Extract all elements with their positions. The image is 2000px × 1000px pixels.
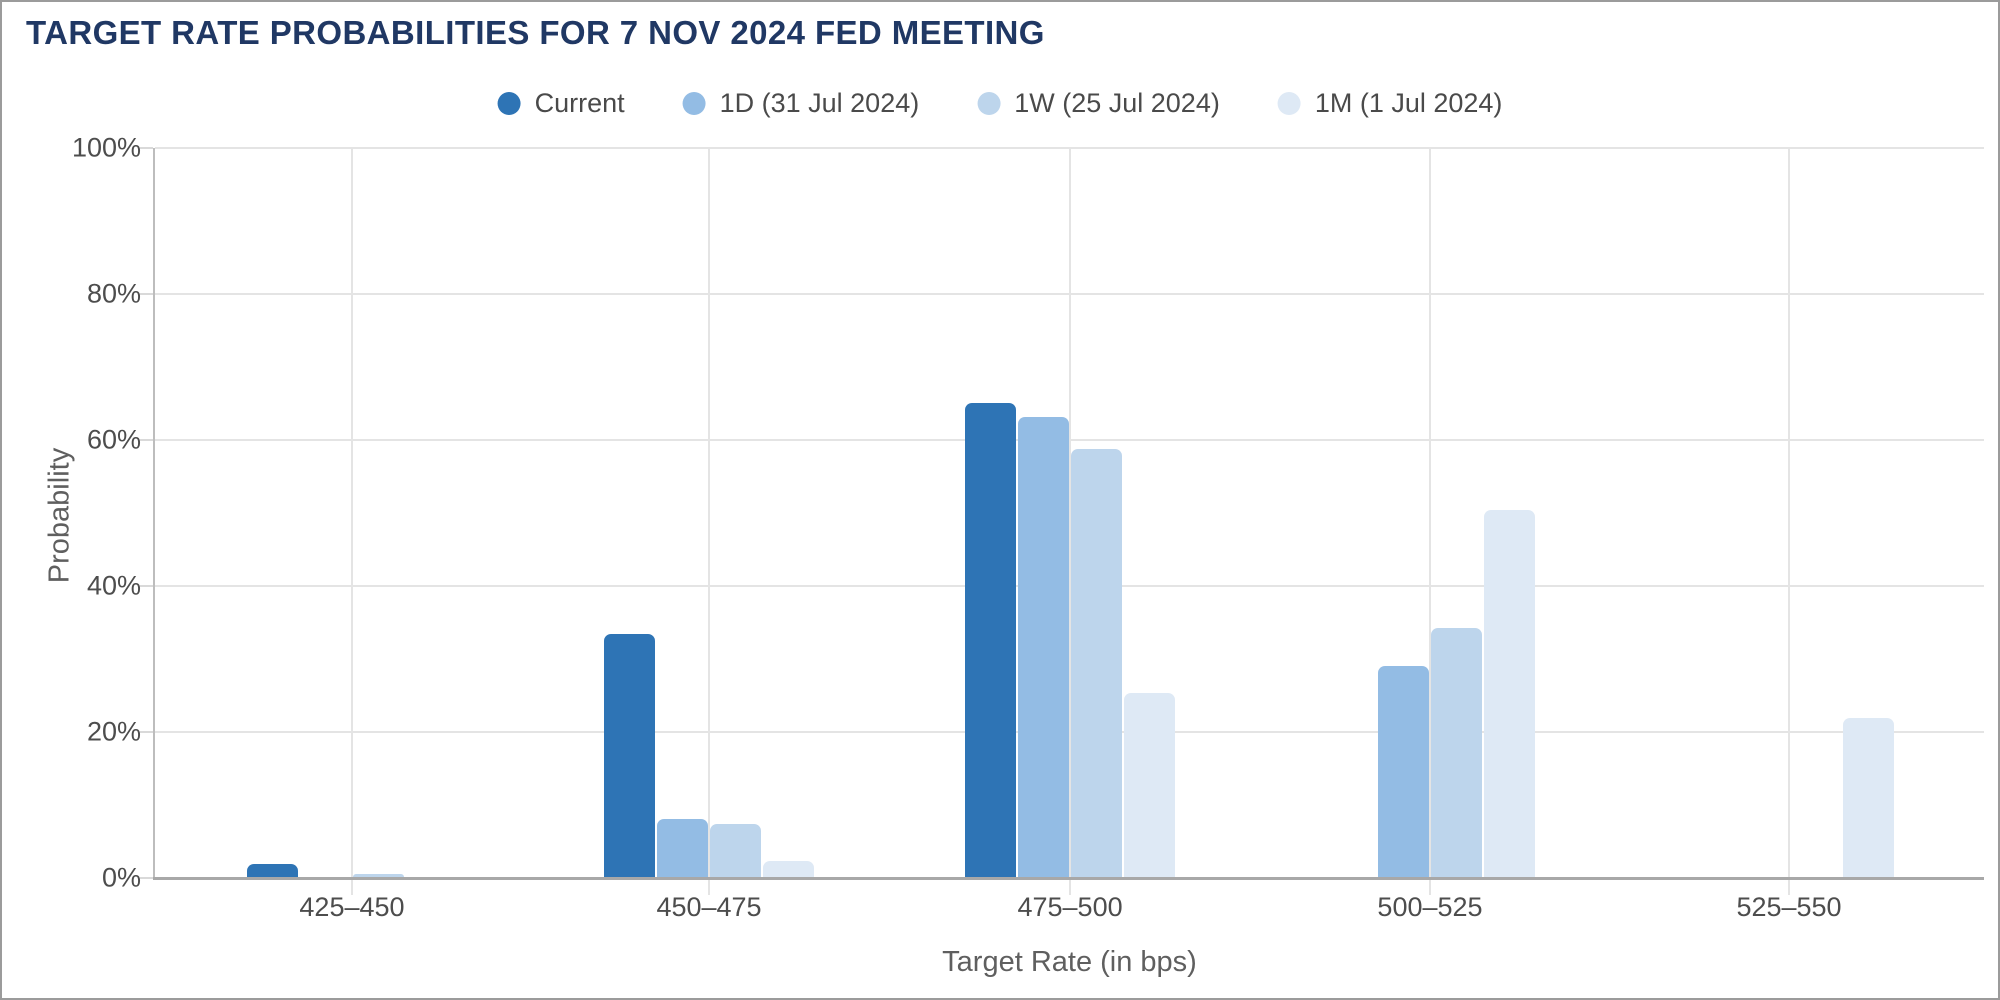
bar-1d-475–500 — [1018, 417, 1070, 877]
x-tick-label-2: 450–475 — [656, 892, 762, 922]
bar-group-450–475 — [604, 147, 814, 877]
legend-label: 1D (31 Jul 2024) — [719, 88, 920, 118]
v-gridline-3 — [1069, 148, 1072, 895]
bar-group-525–550 — [1684, 147, 1895, 877]
y-tick-mark — [140, 877, 153, 879]
legend-label: Current — [534, 88, 625, 118]
bar-current-450–475 — [604, 633, 655, 877]
y-tick-mark — [140, 147, 153, 149]
chart-title: TARGET RATE PROBABILITIES FOR 7 NOV 2024… — [26, 14, 1045, 51]
legend: Current 1D (31 Jul 2024) 1W (25 Jul 2024) 1… — [497, 88, 1503, 119]
y-axis-line — [153, 148, 155, 880]
legend-dot-icon — [1277, 92, 1301, 115]
bar-current-425–450 — [246, 863, 298, 877]
bar-group-475–500 — [965, 147, 1176, 877]
x-tick-label-5: 525–550 — [1736, 892, 1842, 922]
y-tick-mark — [140, 439, 153, 441]
bar-1m-500–525 — [1483, 509, 1535, 877]
bar-group-425–450 — [246, 147, 457, 877]
legend-item-1[interactable]: Current — [497, 88, 625, 119]
x-tick-label-3: 475–500 — [1017, 892, 1123, 922]
bar-1m-450–475 — [763, 860, 814, 877]
y-tick-label-0: 0% — [101, 862, 141, 893]
bar-1w-450–475 — [710, 824, 761, 877]
y-tick-label-40: 40% — [86, 570, 141, 601]
x-axis-baseline — [153, 877, 1984, 880]
y-tick-mark — [140, 585, 153, 587]
legend-dot-icon — [977, 92, 1001, 115]
bar-1w-475–500 — [1071, 449, 1123, 877]
y-tick-label-20: 20% — [86, 716, 141, 747]
bar-1m-475–500 — [1124, 693, 1176, 877]
y-tick-mark — [140, 731, 153, 733]
v-gridline-1 — [350, 148, 353, 895]
bar-1d-450–475 — [657, 818, 708, 877]
v-gridline-2 — [708, 148, 710, 895]
bar-group-500–525 — [1325, 147, 1535, 877]
bar-1m-525–550 — [1843, 717, 1895, 877]
x-axis-title: Target Rate (in bps) — [942, 946, 1197, 978]
y-tick-label-100: 100% — [71, 132, 141, 163]
legend-dot-icon — [682, 92, 706, 115]
y-axis-title: Probability — [43, 447, 76, 584]
y-tick-mark — [140, 293, 153, 295]
y-tick-label-80: 80% — [86, 278, 141, 309]
x-tick-label-4: 500–525 — [1377, 892, 1483, 922]
legend-label: 1M (1 Jul 2024) — [1314, 88, 1503, 118]
bar-current-475–500 — [965, 403, 1017, 877]
legend-label: 1W (25 Jul 2024) — [1014, 88, 1220, 118]
legend-item-2[interactable]: 1D (31 Jul 2024) — [682, 88, 920, 119]
bar-1w-500–525 — [1430, 628, 1482, 877]
x-tick-label-1: 425–450 — [299, 892, 405, 922]
v-gridline-4 — [1428, 148, 1431, 895]
v-gridline-5 — [1788, 148, 1791, 895]
legend-dot-icon — [497, 92, 521, 115]
bar-1d-500–525 — [1377, 666, 1429, 877]
legend-item-3[interactable]: 1W (25 Jul 2024) — [977, 88, 1220, 119]
y-tick-label-60: 60% — [86, 424, 141, 455]
legend-item-4[interactable]: 1M (1 Jul 2024) — [1277, 88, 1503, 119]
plot-area: 0% 20% 40% 60% 80% 100% 425–450 450–475 475–500 5… — [72, 133, 1984, 922]
bar-1w-425–450 — [352, 874, 404, 877]
